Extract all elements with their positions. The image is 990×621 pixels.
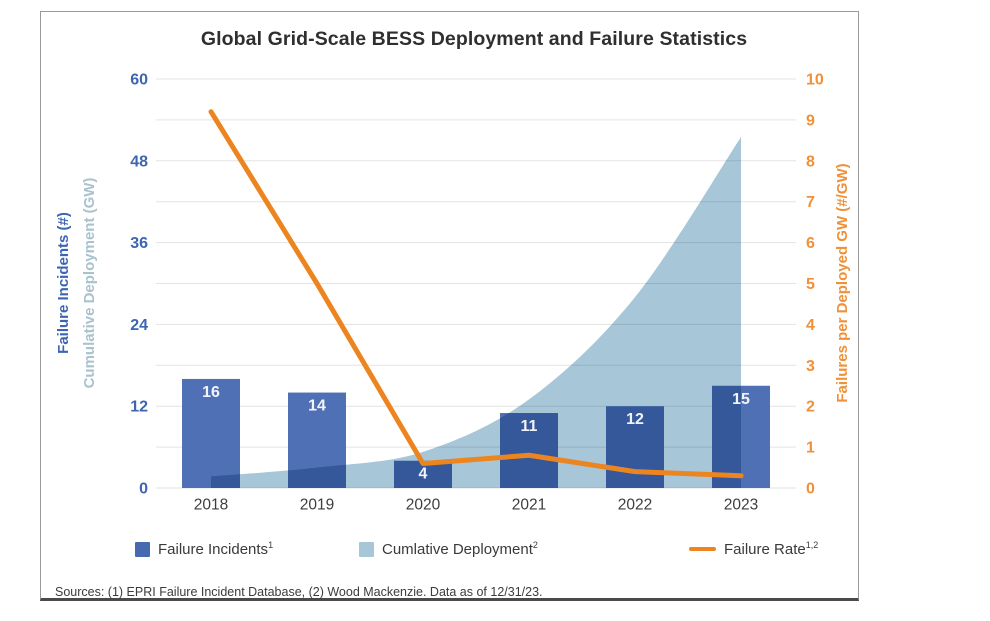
legend-text: Failure Rate: [724, 540, 806, 558]
legend-item-failure-rate: Failure Rate1,2: [689, 539, 818, 559]
bar-value-label: 12: [626, 411, 644, 428]
figure-card: Global Grid-Scale BESS Deployment and Fa…: [40, 11, 859, 601]
legend-swatch-cumlative-deployment: [359, 541, 374, 557]
y-right-tick-label: 9: [806, 112, 815, 129]
legend-footnote-ref: 1: [268, 539, 274, 550]
y-right-tick-label: 6: [806, 235, 815, 252]
y-left-tick-label: 24: [130, 317, 148, 334]
y-right-tick-label: 7: [806, 194, 815, 211]
bar-value-label: 11: [521, 418, 538, 435]
legend-label-failure-rate: Failure Rate1,2: [724, 539, 819, 558]
legend-text: Cumlative Deployment: [382, 540, 533, 558]
source-note: Sources: (1) EPRI Failure Incident Datab…: [55, 585, 543, 599]
x-tick-label-2018: 2018: [194, 497, 228, 514]
y-left-tick-label: 0: [139, 481, 148, 498]
chart-title: Global Grid-Scale BESS Deployment and Fa…: [200, 28, 748, 50]
legend-footnote-ref: 1,2: [805, 539, 819, 550]
legend-label-failure-incidents: Failure Incidents1: [158, 539, 274, 558]
failure-rate-line: [208, 109, 744, 479]
x-tick-label-2019: 2019: [300, 497, 334, 514]
bar-value-label: 14: [308, 398, 326, 415]
axis-title-failure-incidents: Failure Incidents (#): [55, 212, 72, 354]
legend-item-cumlative-deployment: Cumlative Deployment2: [359, 539, 538, 559]
axis-title-cumulative-deployment: Cumulative Deployment (GW): [81, 178, 98, 389]
bar-value-label: 4: [419, 466, 428, 483]
bar-value-label: 16: [202, 384, 220, 401]
y-right-tick-label: 1: [806, 440, 815, 457]
y-left-tick-label: 48: [130, 153, 148, 170]
y-right-tick-label: 2: [806, 399, 815, 416]
legend: Failure Incidents1 Cumlative Deployment2…: [41, 539, 858, 559]
y-right-tick-label: 8: [806, 153, 815, 170]
y-left-tick-label: 36: [130, 235, 148, 252]
x-tick-label-2021: 2021: [512, 497, 546, 514]
deployment-area: [211, 136, 741, 489]
y-left-tick-label: 60: [130, 72, 148, 89]
y-right-tick-label: 5: [806, 276, 815, 293]
x-tick-label-2022: 2022: [618, 497, 652, 514]
y-right-tick-label: 4: [806, 317, 815, 334]
bar-2018: [182, 378, 240, 488]
x-tick-label-2023: 2023: [724, 497, 758, 514]
bar-value-label: 15: [732, 391, 750, 408]
y-right-tick-label: 0: [806, 481, 815, 498]
axis-title-failure-rate: Failures per Deployed GW (#/GW): [834, 163, 851, 402]
legend-swatch-failure-rate: [689, 546, 716, 552]
y-right-tick-label: 3: [806, 358, 815, 375]
x-tick-label-2020: 2020: [406, 497, 441, 514]
y-left-tick-label: 12: [130, 399, 148, 416]
legend-swatch-failure-incidents: [135, 541, 150, 557]
legend-footnote-ref: 2: [532, 539, 538, 550]
legend-text: Failure Incidents: [158, 540, 269, 558]
y-right-tick-label: 10: [806, 72, 824, 89]
legend-label-cumlative-deployment: Cumlative Deployment2: [382, 539, 538, 558]
legend-item-failure-incidents: Failure Incidents1: [135, 539, 273, 559]
